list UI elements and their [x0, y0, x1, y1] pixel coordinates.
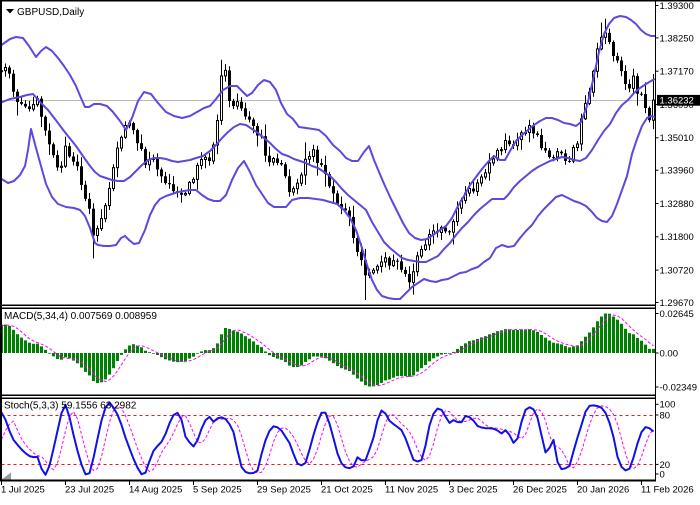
- svg-text:1.33960: 1.33960: [660, 166, 694, 177]
- svg-text:23 Jul 2025: 23 Jul 2025: [65, 485, 114, 496]
- svg-text:Stoch(5,3,3) 59.1556 63.2982: Stoch(5,3,3) 59.1556 63.2982: [4, 401, 137, 412]
- svg-text:MACD(5,34,4) 0.007569 0.008959: MACD(5,34,4) 0.007569 0.008959: [4, 311, 157, 322]
- svg-text:11 Feb 2026: 11 Feb 2026: [641, 485, 694, 496]
- svg-text:14 Aug 2025: 14 Aug 2025: [129, 485, 182, 496]
- svg-text:5 Sep 2025: 5 Sep 2025: [193, 485, 242, 496]
- svg-text:20: 20: [660, 460, 671, 471]
- svg-text:0.00: 0.00: [660, 348, 679, 359]
- svg-text:0: 0: [660, 469, 665, 480]
- svg-text:1.36232: 1.36232: [660, 96, 694, 107]
- svg-text:100: 100: [660, 400, 676, 411]
- svg-text:-0.02349: -0.02349: [660, 382, 698, 393]
- svg-text:1.30720: 1.30720: [660, 266, 694, 277]
- svg-text:29 Sep 2025: 29 Sep 2025: [257, 485, 311, 496]
- svg-text:1.38250: 1.38250: [660, 33, 694, 44]
- svg-text:80: 80: [660, 410, 671, 421]
- svg-text:1.31800: 1.31800: [660, 232, 694, 243]
- svg-text:1.37170: 1.37170: [660, 67, 694, 78]
- svg-text:1 Jul 2025: 1 Jul 2025: [1, 485, 45, 496]
- svg-text:1.39300: 1.39300: [660, 1, 694, 12]
- svg-text:GBPUSD,Daily: GBPUSD,Daily: [17, 7, 84, 18]
- svg-text:0.02645: 0.02645: [660, 309, 694, 320]
- svg-text:3 Dec 2025: 3 Dec 2025: [449, 485, 498, 496]
- svg-text:1.35010: 1.35010: [660, 133, 694, 144]
- svg-text:21 Oct 2025: 21 Oct 2025: [321, 485, 373, 496]
- svg-text:1.29670: 1.29670: [660, 298, 694, 309]
- svg-text:20 Jan 2026: 20 Jan 2026: [577, 485, 629, 496]
- svg-text:1.32880: 1.32880: [660, 199, 694, 210]
- svg-text:26 Dec 2025: 26 Dec 2025: [513, 485, 567, 496]
- svg-text:11 Nov 2025: 11 Nov 2025: [385, 485, 438, 496]
